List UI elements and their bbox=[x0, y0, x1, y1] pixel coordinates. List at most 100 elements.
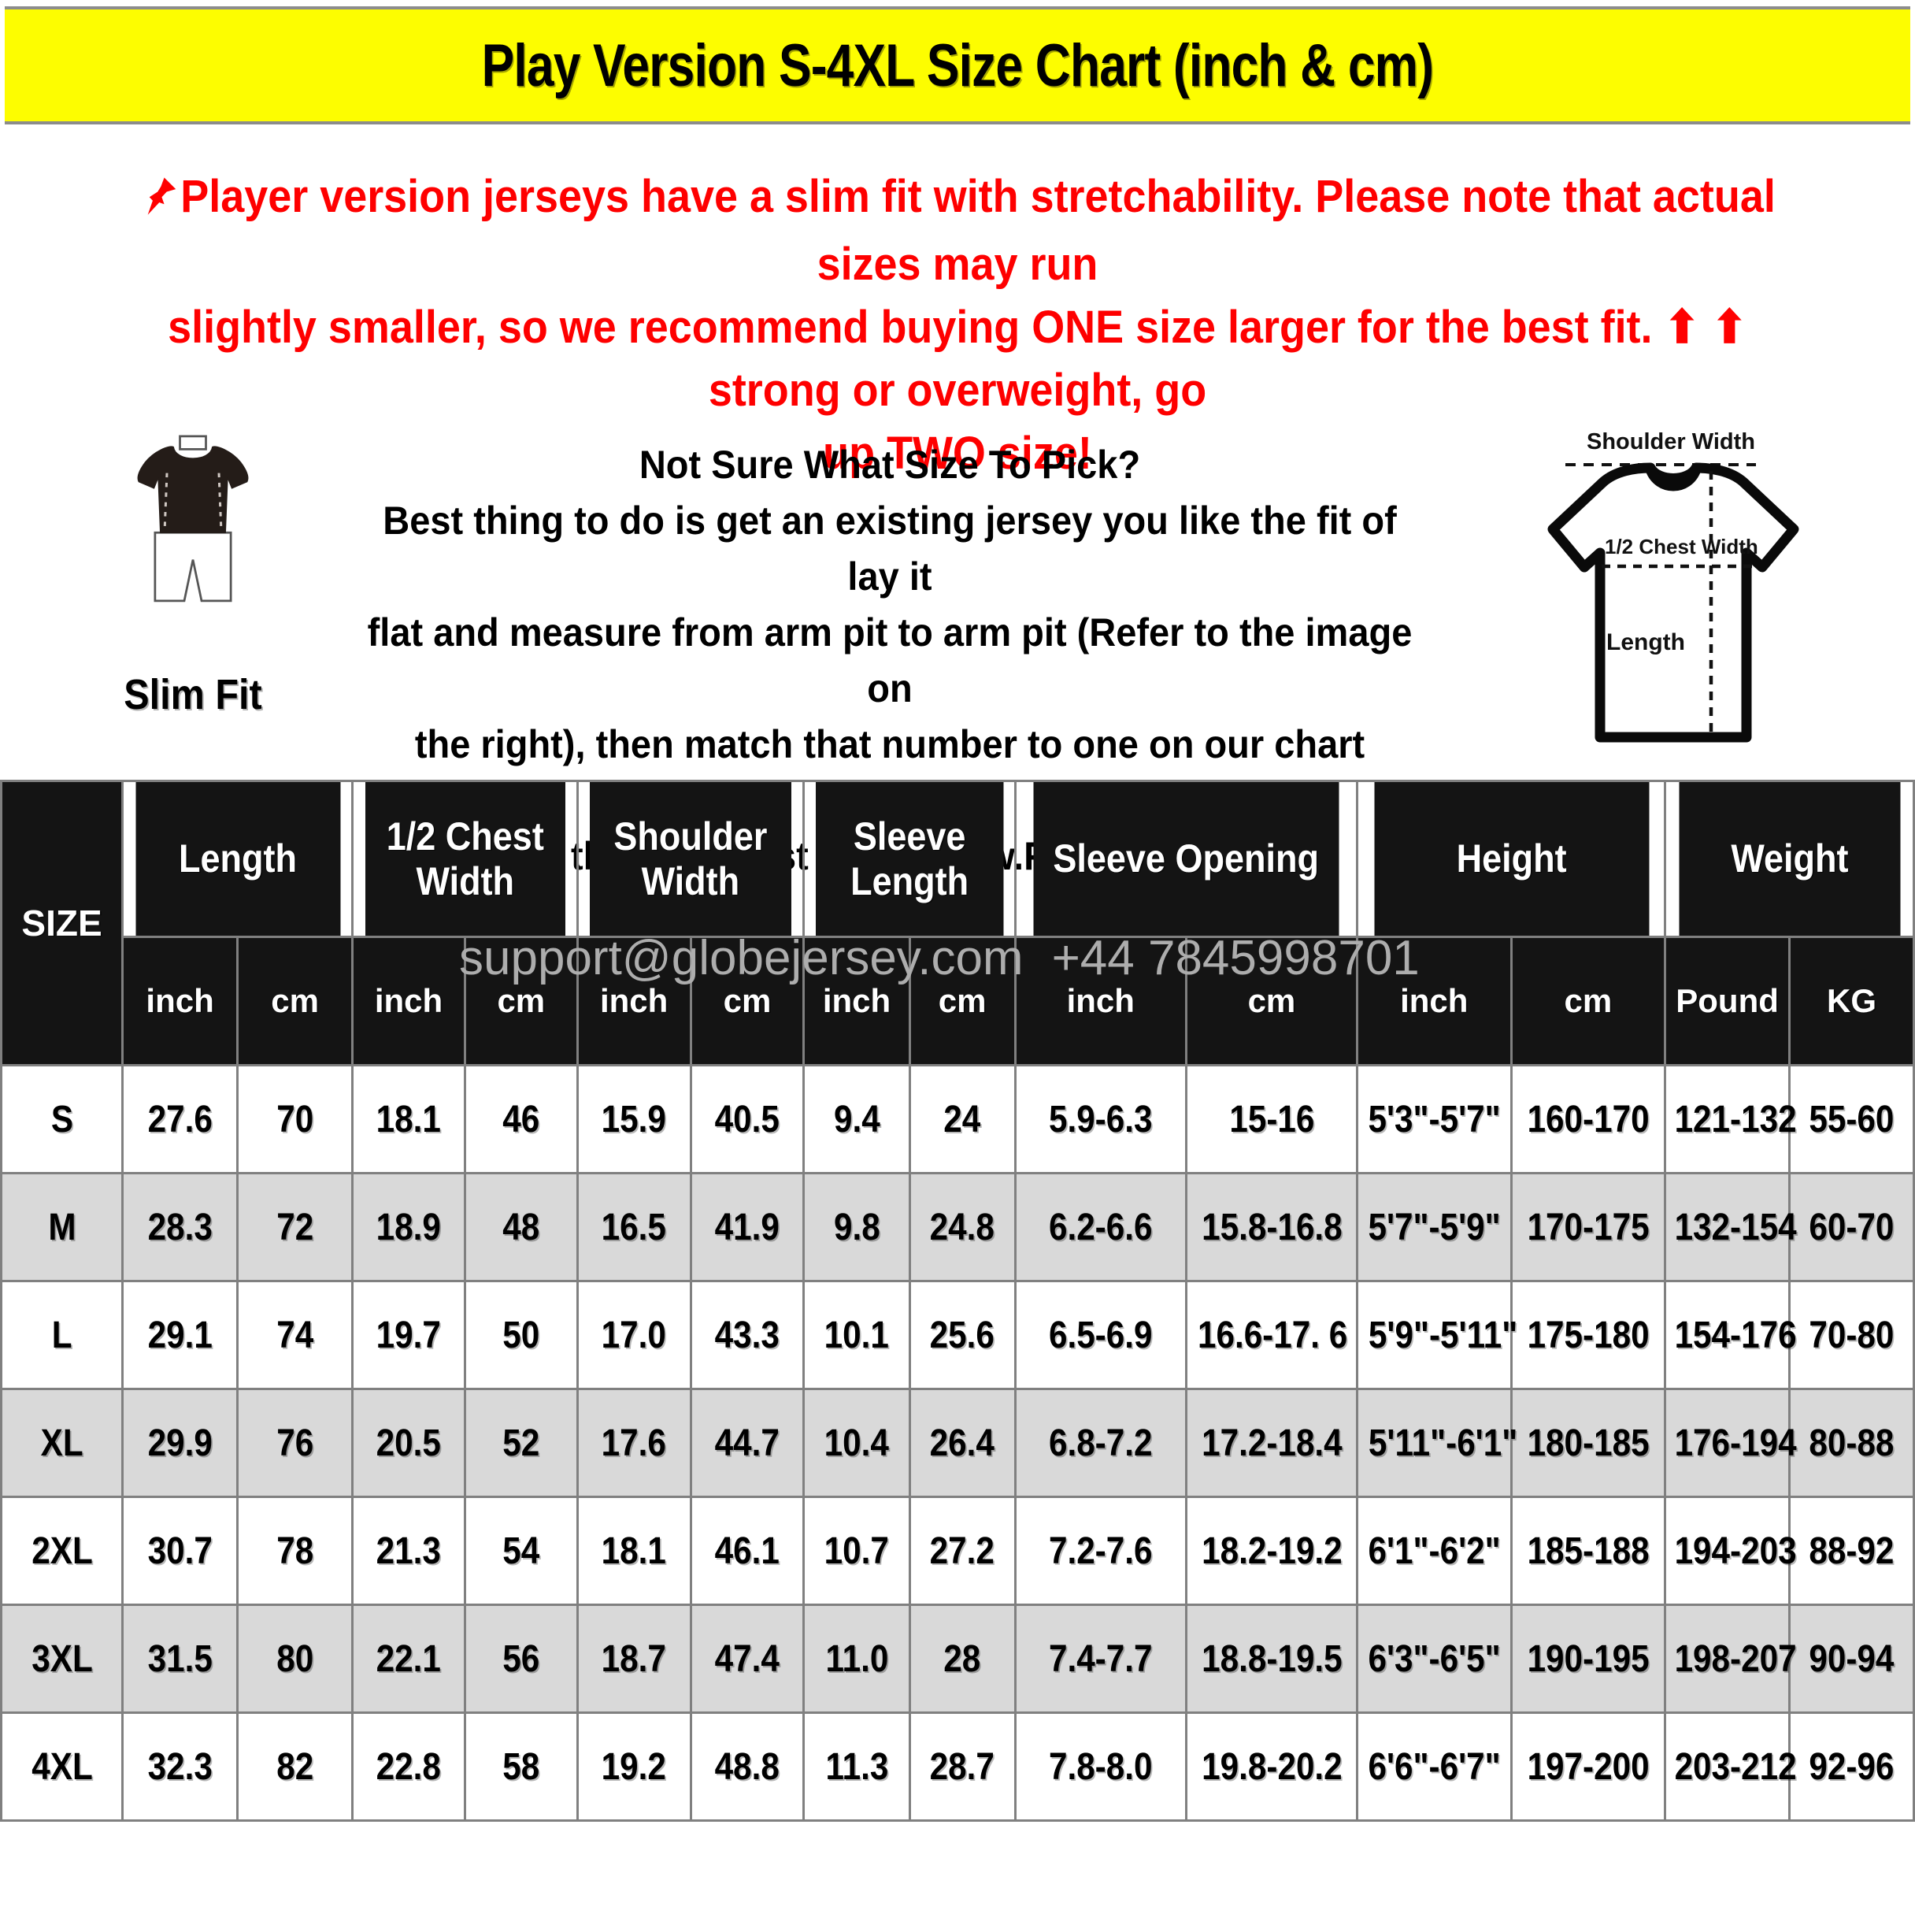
table-row: M 28.3 72 18.9 48 16.5 41.9 9.8 24.8 6.2-6.6 15.8-… bbox=[0, 1172, 1915, 1282]
column-header-sleeve-opening: Sleeve Opening bbox=[1031, 780, 1342, 938]
cell-value: 203-212 bbox=[1664, 1711, 1797, 1822]
title-banner: Play Version S-4XL Size Chart (inch & cm… bbox=[5, 6, 1910, 124]
cell-value: 5.9-6.3 bbox=[1013, 1064, 1187, 1174]
cell-value: 24 bbox=[908, 1064, 1017, 1174]
pushpin-icon bbox=[139, 170, 179, 233]
cell-value: 6'6"-6'7" bbox=[1356, 1711, 1513, 1822]
notice-line-2b: strong or overweight, go bbox=[708, 365, 1207, 417]
cell-size: 3XL bbox=[0, 1604, 124, 1714]
cell-value: 7.4-7.7 bbox=[1013, 1604, 1187, 1714]
cell-value: 46.1 bbox=[689, 1496, 806, 1606]
cell-value: 48.8 bbox=[689, 1711, 806, 1822]
slim-fit-figure-icon bbox=[137, 435, 249, 603]
unit-half-chest-cm: cm bbox=[463, 936, 579, 1066]
cell-value: 22.8 bbox=[351, 1711, 466, 1822]
cell-value: 15.9 bbox=[576, 1064, 692, 1174]
length-label: Length bbox=[1606, 629, 1685, 655]
cell-value: 54 bbox=[463, 1496, 579, 1606]
cell-value: 198-207 bbox=[1664, 1604, 1797, 1714]
cell-value: 24.8 bbox=[908, 1172, 1017, 1282]
cell-value: 121-132 bbox=[1664, 1064, 1797, 1174]
cell-value: 15.8-16.8 bbox=[1184, 1172, 1359, 1282]
how-to-line-1: Best thing to do is get an existing jers… bbox=[383, 499, 1397, 599]
unit-length-cm: cm bbox=[236, 936, 354, 1066]
cell-value: 60-70 bbox=[1788, 1172, 1915, 1282]
unit-weight-kg: KG bbox=[1788, 936, 1915, 1066]
cell-value: 28.7 bbox=[908, 1711, 1017, 1822]
cell-value: 43.3 bbox=[689, 1280, 806, 1390]
cell-value: 17.6 bbox=[576, 1388, 692, 1498]
table-header-unit-row: inch cm inch cm inch cm inch cm inch cm … bbox=[2, 936, 1915, 1066]
cell-value: 41.9 bbox=[689, 1172, 806, 1282]
column-header-half-chest-width: 1/2 Chest Width bbox=[362, 780, 568, 938]
cell-value: 17.0 bbox=[576, 1280, 692, 1390]
cell-value: 21.3 bbox=[351, 1496, 466, 1606]
cell-value: 19.8-20.2 bbox=[1184, 1711, 1359, 1822]
slim-fit-label: Slim Fit bbox=[124, 671, 262, 718]
cell-value: 27.6 bbox=[121, 1064, 239, 1174]
table-row: L 29.1 74 19.7 50 17.0 43.3 10.1 25.6 6.5-6.9 16.6… bbox=[0, 1280, 1915, 1390]
cell-value: 6.8-7.2 bbox=[1013, 1388, 1187, 1498]
column-header-weight: Weight bbox=[1676, 780, 1903, 938]
notice-line-3: up TWO size! bbox=[823, 428, 1092, 480]
cell-value: 44.7 bbox=[689, 1388, 806, 1498]
cell-value: 5'7"-5'9" bbox=[1356, 1172, 1513, 1282]
size-notice: Player version jerseys have a slim fit w… bbox=[96, 165, 1818, 485]
cell-value: 74 bbox=[236, 1280, 354, 1390]
cell-value: 29.1 bbox=[121, 1280, 239, 1390]
cell-value: 180-185 bbox=[1509, 1388, 1667, 1498]
cell-value: 176-194 bbox=[1664, 1388, 1797, 1498]
cell-value: 185-188 bbox=[1509, 1496, 1667, 1606]
unit-half-chest-inch: inch bbox=[351, 936, 466, 1066]
measurement-guide-section: Slim Fit Not Sure What Size To Pick? Bes… bbox=[0, 410, 1915, 878]
cell-value: 11.0 bbox=[802, 1604, 911, 1714]
slim-fit-illustration: Slim Fit bbox=[75, 425, 311, 719]
cell-value: 40.5 bbox=[689, 1064, 806, 1174]
table-header: SIZE Length 1/2 Chest Width Shoulder Wid… bbox=[0, 780, 1915, 1066]
cell-value: 19.7 bbox=[351, 1280, 466, 1390]
cell-value: 22.1 bbox=[351, 1604, 466, 1714]
table-row: 4XL 32.3 82 22.8 58 19.2 48.8 11.3 28.7 7.8-8.0 19… bbox=[0, 1711, 1915, 1822]
cell-value: 28 bbox=[908, 1604, 1017, 1714]
cell-value: 175-180 bbox=[1509, 1280, 1667, 1390]
table-row: XL 29.9 76 20.5 52 17.6 44.7 10.4 26.4 6.8-7.2 17.… bbox=[0, 1388, 1915, 1498]
column-header-height: Height bbox=[1371, 780, 1651, 938]
cell-size: XL bbox=[0, 1388, 124, 1498]
cell-value: 78 bbox=[236, 1496, 354, 1606]
cell-value: 16.5 bbox=[576, 1172, 692, 1282]
tshirt-measurement-diagram: Shoulder Width 1/2 Chest Width Length bbox=[1496, 410, 1843, 756]
unit-sleeve-opening-cm: cm bbox=[1184, 936, 1359, 1066]
cell-value: 88-92 bbox=[1788, 1496, 1915, 1606]
cell-value: 197-200 bbox=[1509, 1711, 1667, 1822]
how-to-heading: Not Sure What Size To Pick? bbox=[639, 443, 1141, 487]
cell-value: 80 bbox=[236, 1604, 354, 1714]
cell-value: 5'3"-5'7" bbox=[1356, 1064, 1513, 1174]
cell-value: 76 bbox=[236, 1388, 354, 1498]
unit-shoulder-inch: inch bbox=[576, 936, 692, 1066]
unit-height-inch: inch bbox=[1356, 936, 1513, 1066]
table-header-group-row: SIZE Length 1/2 Chest Width Shoulder Wid… bbox=[0, 780, 1914, 1066]
shoulder-width-label: Shoulder Width bbox=[1587, 429, 1755, 454]
cell-size: L bbox=[0, 1280, 124, 1390]
cell-value: 90-94 bbox=[1788, 1604, 1915, 1714]
unit-weight-pound: Pound bbox=[1664, 936, 1791, 1066]
cell-value: 18.9 bbox=[351, 1172, 466, 1282]
cell-value: 82 bbox=[236, 1711, 354, 1822]
cell-value: 15-16 bbox=[1184, 1064, 1359, 1174]
cell-value: 10.4 bbox=[802, 1388, 911, 1498]
cell-size: 4XL bbox=[0, 1711, 124, 1822]
unit-sleeve-opening-inch: inch bbox=[1013, 936, 1187, 1066]
cell-size: 2XL bbox=[0, 1496, 124, 1606]
cell-value: 19.2 bbox=[576, 1711, 692, 1822]
cell-value: 30.7 bbox=[121, 1496, 239, 1606]
cell-value: 26.4 bbox=[908, 1388, 1017, 1498]
cell-size: M bbox=[0, 1172, 124, 1282]
table-row: S 27.6 70 18.1 46 15.9 40.5 9.4 24 5.9-6.3 15-16 5'… bbox=[0, 1064, 1915, 1174]
cell-value: 10.7 bbox=[802, 1496, 911, 1606]
cell-value: 5'11"-6'1" bbox=[1356, 1388, 1517, 1498]
cell-value: 46 bbox=[463, 1064, 579, 1174]
cell-value: 6'1"-6'2" bbox=[1356, 1496, 1513, 1606]
cell-value: 7.8-8.0 bbox=[1013, 1711, 1187, 1822]
unit-height-cm: cm bbox=[1509, 936, 1667, 1066]
